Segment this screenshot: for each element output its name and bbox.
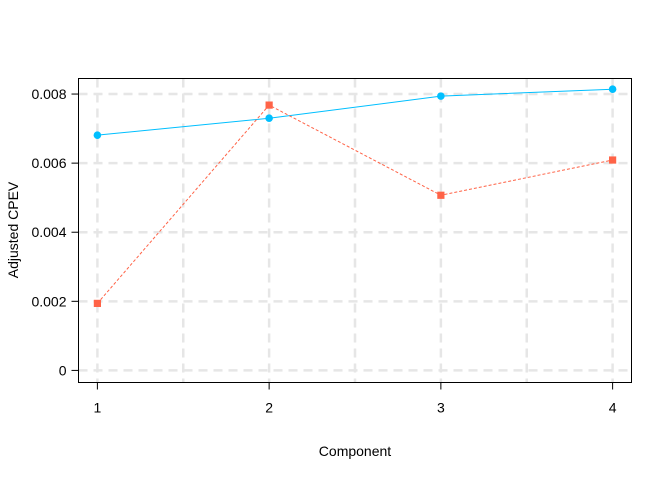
series-group [93, 85, 617, 307]
series-2-point [265, 101, 273, 109]
plot-frame [78, 78, 632, 383]
series-2-point [437, 191, 445, 199]
y-tick-label: 0.008 [31, 86, 66, 102]
y-tick-label: 0 [59, 362, 67, 378]
y-tick-label: 0.006 [31, 155, 66, 171]
series-1-point [437, 92, 445, 100]
series-line-2 [97, 104, 613, 304]
x-tick-label: 3 [437, 400, 445, 416]
y-tick-label: 0.002 [31, 293, 66, 309]
series-2-point [93, 299, 101, 307]
series-2-point [609, 156, 617, 164]
x-tick-label: 2 [265, 400, 273, 416]
series-1-point [608, 85, 617, 94]
axes: 0 0.002 0.004 0.006 0.008 1 2 3 4 [31, 86, 616, 415]
y-axis-label: Adjusted CPEV [5, 181, 21, 278]
x-axis-label: Component [319, 443, 391, 459]
x-tick-label: 4 [609, 400, 617, 416]
series-line-1 [97, 88, 613, 136]
grid [78, 78, 632, 383]
series-1-point [265, 114, 273, 123]
x-tick-label: 1 [93, 400, 101, 416]
y-tick-label: 0.004 [31, 224, 66, 240]
series-1-point [93, 131, 102, 139]
